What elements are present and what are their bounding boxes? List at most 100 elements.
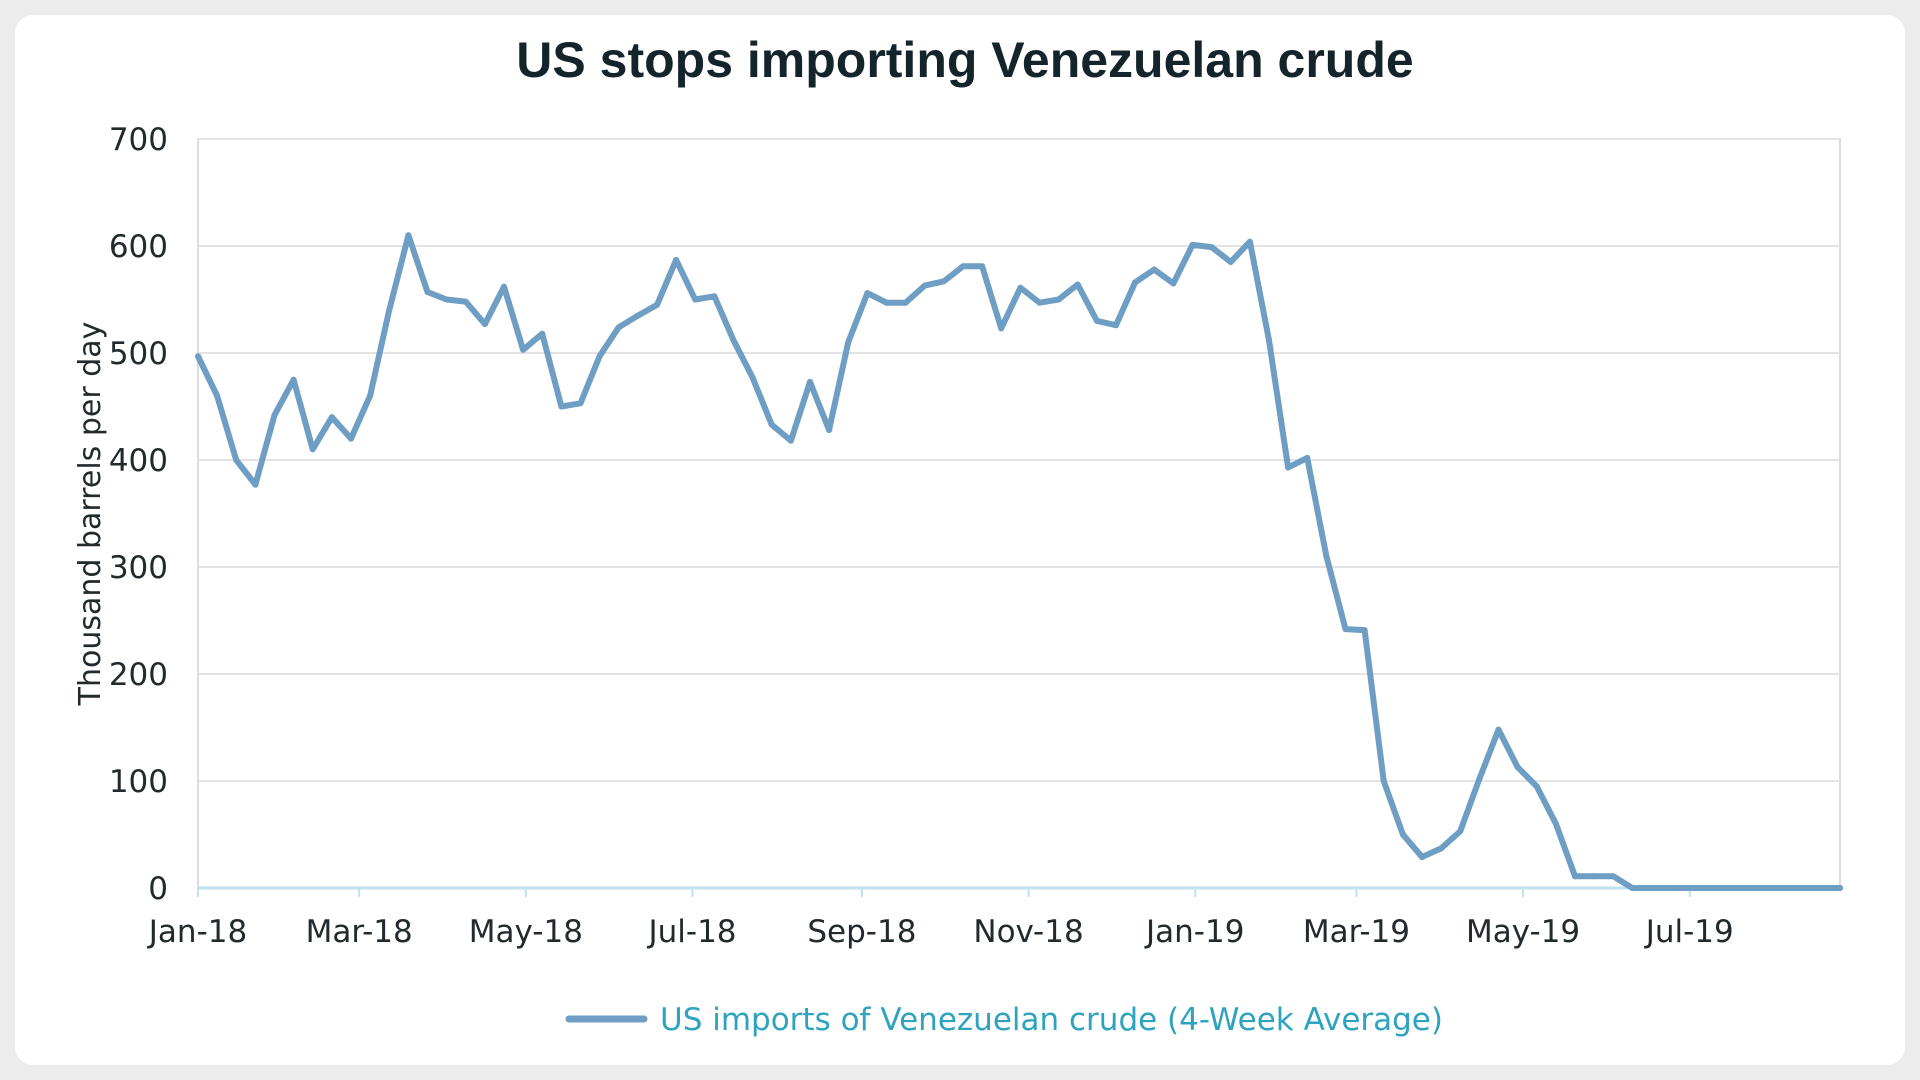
data-point xyxy=(1418,853,1425,860)
data-point xyxy=(1170,280,1177,287)
data-point xyxy=(1361,627,1368,634)
data-point xyxy=(998,325,1005,332)
data-point xyxy=(1763,885,1770,891)
data-point xyxy=(328,414,335,421)
data-point xyxy=(233,457,240,463)
data-point xyxy=(1476,775,1483,782)
data-point xyxy=(1304,454,1311,461)
gridlines xyxy=(197,138,1841,890)
data-point xyxy=(959,263,966,270)
data-point xyxy=(1438,845,1445,852)
data-point xyxy=(902,299,909,306)
x-tick-label: Sep-18 xyxy=(807,914,916,950)
data-point xyxy=(558,403,565,410)
x-tick-label: Jul-18 xyxy=(646,914,736,950)
y-tick-label: 600 xyxy=(109,229,168,265)
data-point xyxy=(1265,337,1272,344)
data-point xyxy=(252,481,259,488)
data-point xyxy=(1017,284,1024,291)
data-point xyxy=(864,290,871,297)
y-tick-label: 0 xyxy=(148,871,168,907)
data-point xyxy=(443,296,450,303)
data-point xyxy=(787,437,794,444)
data-point xyxy=(1208,244,1215,251)
data-point xyxy=(424,289,431,296)
data-point xyxy=(1705,885,1712,891)
data-point xyxy=(979,263,986,270)
data-point xyxy=(1571,873,1578,880)
data-point xyxy=(673,256,680,263)
data-point xyxy=(692,296,699,303)
data-point xyxy=(1782,885,1789,891)
chart-title: US stops importing Venezuelan crude xyxy=(516,32,1413,88)
y-tick-label: 200 xyxy=(109,657,168,693)
x-tick-label: Jan-18 xyxy=(147,914,247,950)
data-point xyxy=(615,324,622,331)
data-point xyxy=(1610,873,1617,880)
data-point xyxy=(1399,831,1406,838)
data-point xyxy=(290,376,297,383)
data-point xyxy=(405,232,412,239)
data-point xyxy=(1055,296,1062,303)
data-point xyxy=(634,312,641,319)
data-point xyxy=(653,301,660,308)
data-point xyxy=(1342,626,1349,633)
data-point xyxy=(214,392,221,399)
y-tick-label: 300 xyxy=(109,550,168,586)
data-point xyxy=(1837,885,1843,891)
data-point xyxy=(940,278,947,285)
chart-card: US stops importing Venezuelan crude 0 100… xyxy=(15,15,1905,1065)
data-point xyxy=(520,346,527,353)
y-axis-tick-labels: 0 100 200 300 400 500 600 700 xyxy=(109,122,168,907)
x-tick-label: Mar-18 xyxy=(306,914,413,950)
data-point xyxy=(1495,726,1502,733)
data-point xyxy=(1457,828,1464,835)
data-point xyxy=(596,353,603,360)
data-point xyxy=(462,298,469,305)
y-tick-label: 500 xyxy=(109,336,168,372)
data-point xyxy=(749,374,756,381)
data-point xyxy=(1246,238,1253,245)
data-point xyxy=(1552,820,1559,827)
y-tick-label: 100 xyxy=(109,764,168,800)
data-point xyxy=(1227,259,1234,266)
data-point xyxy=(1629,885,1636,891)
data-point xyxy=(1820,885,1827,891)
data-point xyxy=(1036,299,1043,306)
x-tick-label: Jul-19 xyxy=(1644,914,1734,950)
line-chart: US stops importing Venezuelan crude 0 100… xyxy=(73,32,1843,1038)
data-point xyxy=(1648,885,1655,891)
data-point xyxy=(1074,281,1081,288)
series-line xyxy=(195,232,1843,891)
data-point xyxy=(921,282,928,289)
data-point xyxy=(309,446,316,453)
data-point xyxy=(845,339,852,346)
series-layer xyxy=(195,232,1843,891)
data-point xyxy=(500,283,507,290)
data-point xyxy=(768,421,775,428)
data-point xyxy=(826,427,833,434)
data-point xyxy=(1323,553,1330,560)
y-axis-title: Thousand barrels per day xyxy=(73,322,108,707)
data-point xyxy=(1514,764,1521,771)
data-point xyxy=(1724,885,1731,891)
legend-label: US imports of Venezuelan crude (4-Week A… xyxy=(660,1002,1443,1038)
data-point xyxy=(271,412,278,419)
x-axis-tick-labels: Jan-18 Mar-18 May-18 Jul-18 Sep-18 Nov-18 Jan-… xyxy=(147,888,1734,950)
data-point xyxy=(1189,241,1196,248)
data-point xyxy=(1591,873,1598,880)
data-point xyxy=(883,299,890,306)
data-point xyxy=(806,378,813,385)
x-tick-label: Jan-19 xyxy=(1144,914,1244,950)
y-tick-label: 700 xyxy=(109,122,168,158)
x-tick-label: May-19 xyxy=(1466,914,1580,950)
data-point xyxy=(1533,783,1540,790)
data-point xyxy=(386,307,393,314)
data-point xyxy=(730,337,737,344)
plot-frame xyxy=(197,138,1841,889)
data-point xyxy=(1801,885,1808,891)
data-point xyxy=(1151,266,1158,273)
data-point xyxy=(577,400,584,407)
data-point xyxy=(1380,778,1387,784)
x-tick-label: Mar-19 xyxy=(1303,914,1410,950)
